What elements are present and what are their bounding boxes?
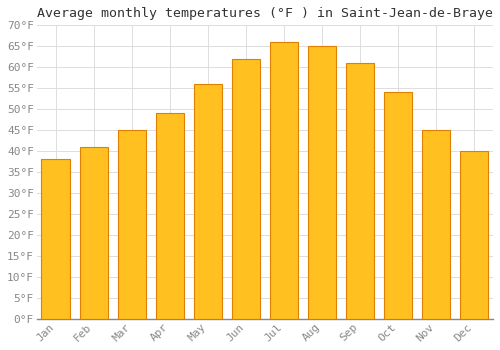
Bar: [460, 151, 488, 319]
Bar: [118, 130, 146, 319]
Bar: [346, 63, 374, 319]
Bar: [384, 92, 412, 319]
Bar: [308, 46, 336, 319]
Bar: [80, 147, 108, 319]
Bar: [422, 130, 450, 319]
Bar: [194, 84, 222, 319]
Bar: [42, 160, 70, 319]
Bar: [156, 113, 184, 319]
Bar: [232, 59, 260, 319]
Bar: [270, 42, 298, 319]
Title: Average monthly temperatures (°F ) in Saint-Jean-de-Braye: Average monthly temperatures (°F ) in Sa…: [37, 7, 493, 20]
